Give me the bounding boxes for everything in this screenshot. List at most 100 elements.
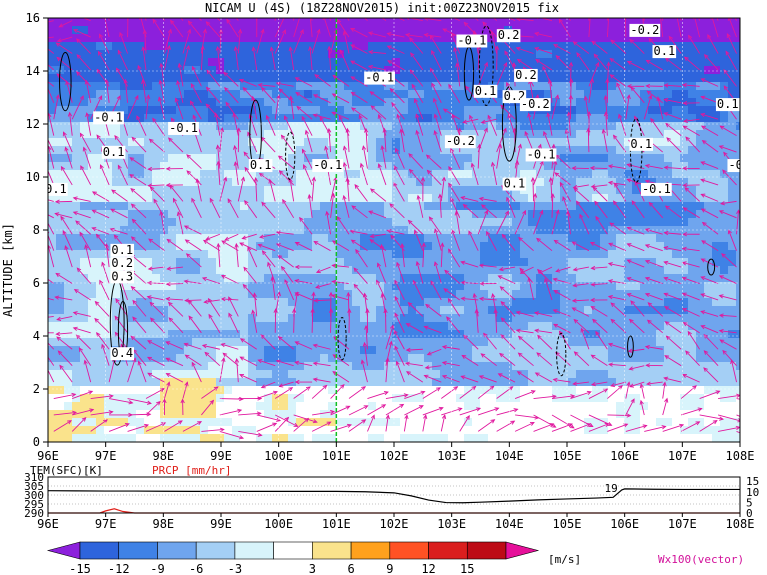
ts-x-tick-label: 103E: [437, 517, 466, 531]
x-tick-label: 98E: [152, 449, 174, 463]
x-tick-label: 100E: [264, 449, 293, 463]
contour-label: 0.4: [111, 346, 133, 360]
y-tick-label: 8: [33, 223, 40, 237]
contour-label: -0.2: [446, 134, 475, 148]
x-tick-label: 105E: [553, 449, 582, 463]
colorbar-tick-label: -15: [69, 562, 91, 575]
y-tick-label: 14: [26, 64, 40, 78]
x-tick-label: 104E: [495, 449, 524, 463]
legend-temperature: TEM(SFC)[K]: [30, 464, 103, 477]
contour-label-bg: [364, 71, 395, 85]
contour-label: 0.2: [111, 256, 133, 270]
ts-x-tick-label: 99E: [210, 517, 232, 531]
ts-left-tick-label: 310: [24, 471, 44, 484]
contour-label: 0.2: [515, 68, 537, 82]
contour-label: 0.1: [630, 137, 652, 151]
colorbar-unit: [m/s]: [548, 553, 581, 566]
contour-label: 0.1: [717, 97, 739, 111]
colorbar-tick-label: 9: [386, 562, 393, 575]
ts-x-tick-label: 97E: [95, 517, 117, 531]
y-tick-label: 10: [26, 170, 40, 184]
x-axis-main: 96E 97E 98E 99E 100E 101E 102E 103E 104E 105E 106E…: [37, 442, 754, 463]
contour-label: 0.1: [475, 84, 497, 98]
colorbar-segment: [157, 541, 197, 560]
colorbar-segment: [466, 541, 507, 560]
contour-label: -0.1: [642, 182, 671, 196]
contour-label: -0.1: [313, 158, 342, 172]
ts-right-tick-label: 5: [746, 496, 753, 509]
y-axis-label: ALTITUDE [km]: [1, 223, 15, 317]
y-tick-label: 4: [33, 329, 40, 343]
colorbar-segment: [195, 541, 236, 560]
contour-label-bg: [496, 29, 521, 43]
ts-x-tick-label: 108E: [726, 517, 755, 531]
colorbar-segment: [312, 541, 352, 560]
contour-label-bg: [110, 257, 135, 271]
annotation-label: 19: [604, 482, 617, 495]
ts-x-tick-label: 104E: [495, 517, 524, 531]
contour-label: 0.3: [111, 269, 133, 283]
contour-label-bg: [629, 137, 654, 151]
y-tick-label: 0: [33, 435, 40, 449]
vector-scale-label: Wx100(vector): [658, 553, 744, 566]
contour-label-bg: [312, 159, 344, 173]
contour-label: -0.2: [521, 97, 550, 111]
ts-x-tick-label: 107E: [668, 517, 697, 531]
timeseries-gridlines: [48, 476, 740, 514]
ts-x-tick-label: 106E: [610, 517, 639, 531]
colorbar-left-arrow: [46, 541, 81, 560]
colorbar-segment: [234, 541, 274, 560]
colorbar-tick-label: -9: [150, 562, 164, 575]
contour-label-bg: [715, 98, 740, 112]
legend-precipitation: PRCP [mm/hr]: [152, 464, 231, 477]
colorbar-segment: [273, 541, 313, 560]
colorbar-right-arrow: [505, 541, 540, 560]
x-axis-timeseries: 96E 97E 98E 99E 100E 101E 102E 103E 104E 105E 106E…: [37, 513, 754, 531]
contour-label-bg: [640, 182, 672, 196]
x-tick-label: 106E: [610, 449, 639, 463]
ts-left-tick-label: 305: [24, 480, 44, 493]
contour-label-bg: [519, 98, 551, 112]
contour-label: 0.2: [504, 89, 526, 103]
contour-label: -0.1: [527, 147, 556, 161]
colorbar-segment: [389, 541, 429, 560]
contour-labels: -0.1-0.10.10.10.1 -0.1-0.1 0.2-0.10.10.20.…: [48, 23, 740, 361]
contour-label: 0.1: [654, 44, 676, 58]
colorbar-tick-label: 15: [460, 562, 474, 575]
y-tick-label: 16: [26, 11, 40, 25]
contour-label-bg: [110, 347, 135, 361]
x-tick-label: 97E: [95, 449, 117, 463]
contour-label-bg: [502, 177, 527, 191]
contour-label-bg: [473, 84, 498, 98]
y-tick-label: 2: [33, 382, 40, 396]
contour-label-bg: [456, 34, 488, 48]
colorbar-segment: [118, 541, 158, 560]
contour-label: 0.1: [250, 158, 272, 172]
contour-label: 0.2: [498, 28, 520, 42]
contour-label-bg: [514, 68, 538, 82]
contour-label: 0.1: [111, 243, 133, 257]
contour-label-bg: [93, 111, 124, 125]
colorbar-tick-label: -6: [189, 562, 203, 575]
contour-label-bg: [629, 23, 661, 37]
cross-section-panel: -0.1-0.10.10.10.1 -0.1-0.1 0.2-0.10.10.20.…: [1, 11, 754, 463]
ts-right-tick-label: 10: [746, 486, 759, 499]
contour-label: -0.1: [94, 110, 123, 124]
ts-right-tick-label: 0: [746, 507, 753, 520]
y-tick-label: 6: [33, 276, 40, 290]
colorbar-segment: [350, 541, 391, 560]
temperature-line: [47, 488, 740, 504]
colorbar: -15 -12 -9 -6 -3 3 6 9 12 15: [46, 541, 540, 575]
colorbar-tick-label: 12: [421, 562, 435, 575]
ts-x-tick-label: 96E: [37, 517, 59, 531]
contour-label: -0.1: [169, 121, 198, 135]
x-tick-label: 103E: [437, 449, 466, 463]
x-tick-label: 96E: [37, 449, 59, 463]
gridlines: [48, 18, 740, 442]
contour-label-bg: [168, 121, 199, 135]
contour-label-bg: [727, 159, 740, 173]
ts-x-tick-label: 100E: [264, 517, 293, 531]
ts-left-tick-label: 295: [24, 498, 44, 511]
